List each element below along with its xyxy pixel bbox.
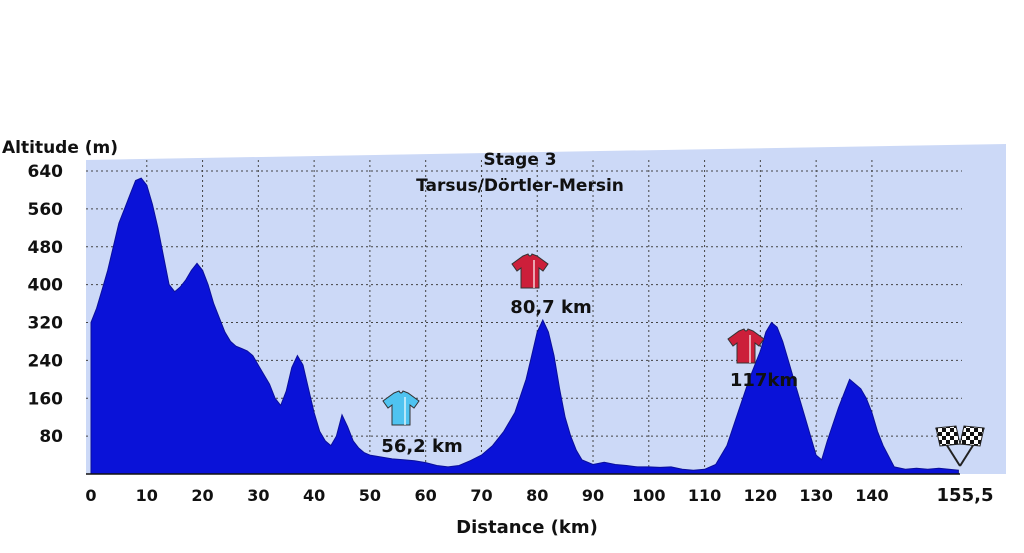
x-tick-label: 110 (688, 486, 721, 505)
red-jersey-icon (727, 328, 765, 364)
y-tick-label: 400 (28, 276, 64, 296)
y-tick-labels: 640 560 480 400 320 240 160 80 (28, 162, 64, 447)
x-tick-labels: 0 10 20 30 40 50 60 70 80 90 100 110 120 130 140 (85, 486, 888, 505)
x-tick-label: 20 (191, 486, 213, 505)
x-tick-label: 120 (744, 486, 777, 505)
annotation-label: 80,7 km (510, 297, 591, 318)
annotation-label: 117km (730, 370, 798, 391)
x-tick-label: 130 (799, 486, 832, 505)
x-tick-label: 0 (85, 486, 96, 505)
altitude-area (90, 177, 959, 475)
y-tick-label: 80 (39, 427, 63, 447)
annotation-label: 56,2 km (381, 436, 462, 457)
x-tick-label: 90 (582, 486, 604, 505)
x-axis-label: Distance (km) (456, 517, 598, 538)
finish-flags-icon (935, 425, 985, 467)
y-tick-label: 240 (28, 351, 64, 371)
y-tick-label: 480 (28, 238, 64, 258)
chart-title: Stage 3 (483, 150, 556, 170)
annotations: 80,7 km 56,2 km 117km (381, 253, 798, 457)
x-tick-label: 80 (526, 486, 548, 505)
red-jersey-icon (511, 253, 549, 289)
x-tick-label: 10 (136, 486, 158, 505)
y-tick-label: 560 (28, 200, 64, 220)
y-axis-label: Altitude (m) (2, 138, 118, 158)
x-tick-label: 50 (359, 486, 381, 505)
x-tick-label: 30 (247, 486, 269, 505)
x-tick-label: 60 (415, 486, 437, 505)
y-tick-label: 320 (28, 314, 64, 334)
chart-subtitle: Tarsus/Dörtler-Mersin (416, 176, 624, 196)
x-tick-label: 70 (470, 486, 492, 505)
y-tick-label: 640 (28, 162, 64, 182)
x-end-label: 155,5 (937, 485, 994, 506)
gridlines (86, 160, 962, 474)
x-tick-label: 140 (855, 486, 888, 505)
x-tick-label: 100 (632, 486, 665, 505)
cyan-jersey-icon (382, 390, 420, 426)
x-tick-label: 40 (303, 486, 325, 505)
y-tick-label: 160 (28, 389, 64, 409)
